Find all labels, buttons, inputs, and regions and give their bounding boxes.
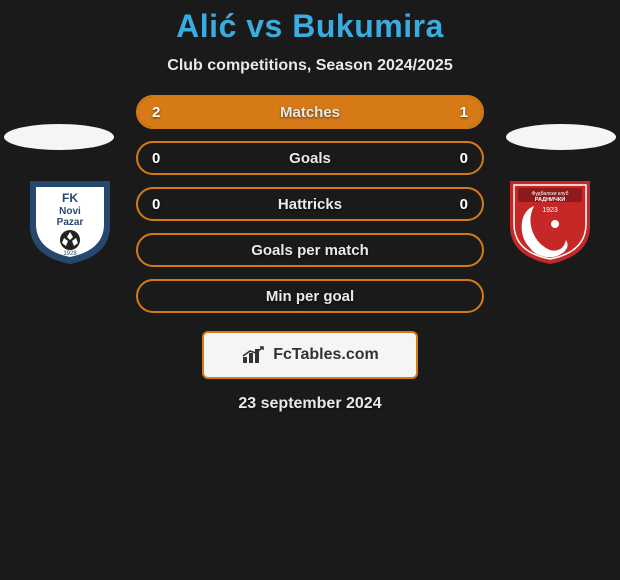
stat-label: Goals xyxy=(138,150,482,167)
left-club-crest: FK Novi Pazar 1928 xyxy=(20,176,120,266)
stat-label: Matches xyxy=(138,104,482,121)
stat-row-hattricks: 0 Hattricks 0 xyxy=(136,187,484,221)
subtitle: Club competitions, Season 2024/2025 xyxy=(0,57,620,75)
stat-right-value: 0 xyxy=(460,196,468,213)
stat-row-min-per-goal: Min per goal xyxy=(136,279,484,313)
stat-row-goals-per-match: Goals per match xyxy=(136,233,484,267)
svg-text:Novi: Novi xyxy=(59,206,81,217)
right-club-crest: Фудбалски клуб РАДНИЧКИ 1923 xyxy=(500,176,600,266)
stat-row-matches: 2 Matches 1 xyxy=(136,95,484,129)
stat-right-value: 1 xyxy=(460,104,468,121)
brand-text: FcTables.com xyxy=(273,346,379,364)
stats-list: 2 Matches 1 0 Goals 0 0 Hattricks 0 Goal… xyxy=(136,95,484,313)
svg-text:1928: 1928 xyxy=(63,251,77,257)
right-player-halo xyxy=(506,124,616,150)
stat-label: Goals per match xyxy=(138,242,482,259)
svg-text:FK: FK xyxy=(62,191,78,205)
stat-label: Min per goal xyxy=(138,288,482,305)
page-title: Alić vs Bukumira xyxy=(0,8,620,45)
svg-text:1923: 1923 xyxy=(542,207,558,214)
stat-right-value: 0 xyxy=(460,150,468,167)
comparison-card: Alić vs Bukumira Club competitions, Seas… xyxy=(0,0,620,413)
stat-row-goals: 0 Goals 0 xyxy=(136,141,484,175)
svg-text:Pazar: Pazar xyxy=(57,217,84,228)
date-text: 23 september 2024 xyxy=(0,395,620,413)
svg-text:РАДНИЧКИ: РАДНИЧКИ xyxy=(535,197,565,203)
stat-label: Hattricks xyxy=(138,196,482,213)
chart-icon xyxy=(241,345,267,365)
left-player-halo xyxy=(4,124,114,150)
brand-badge[interactable]: FcTables.com xyxy=(202,331,418,379)
